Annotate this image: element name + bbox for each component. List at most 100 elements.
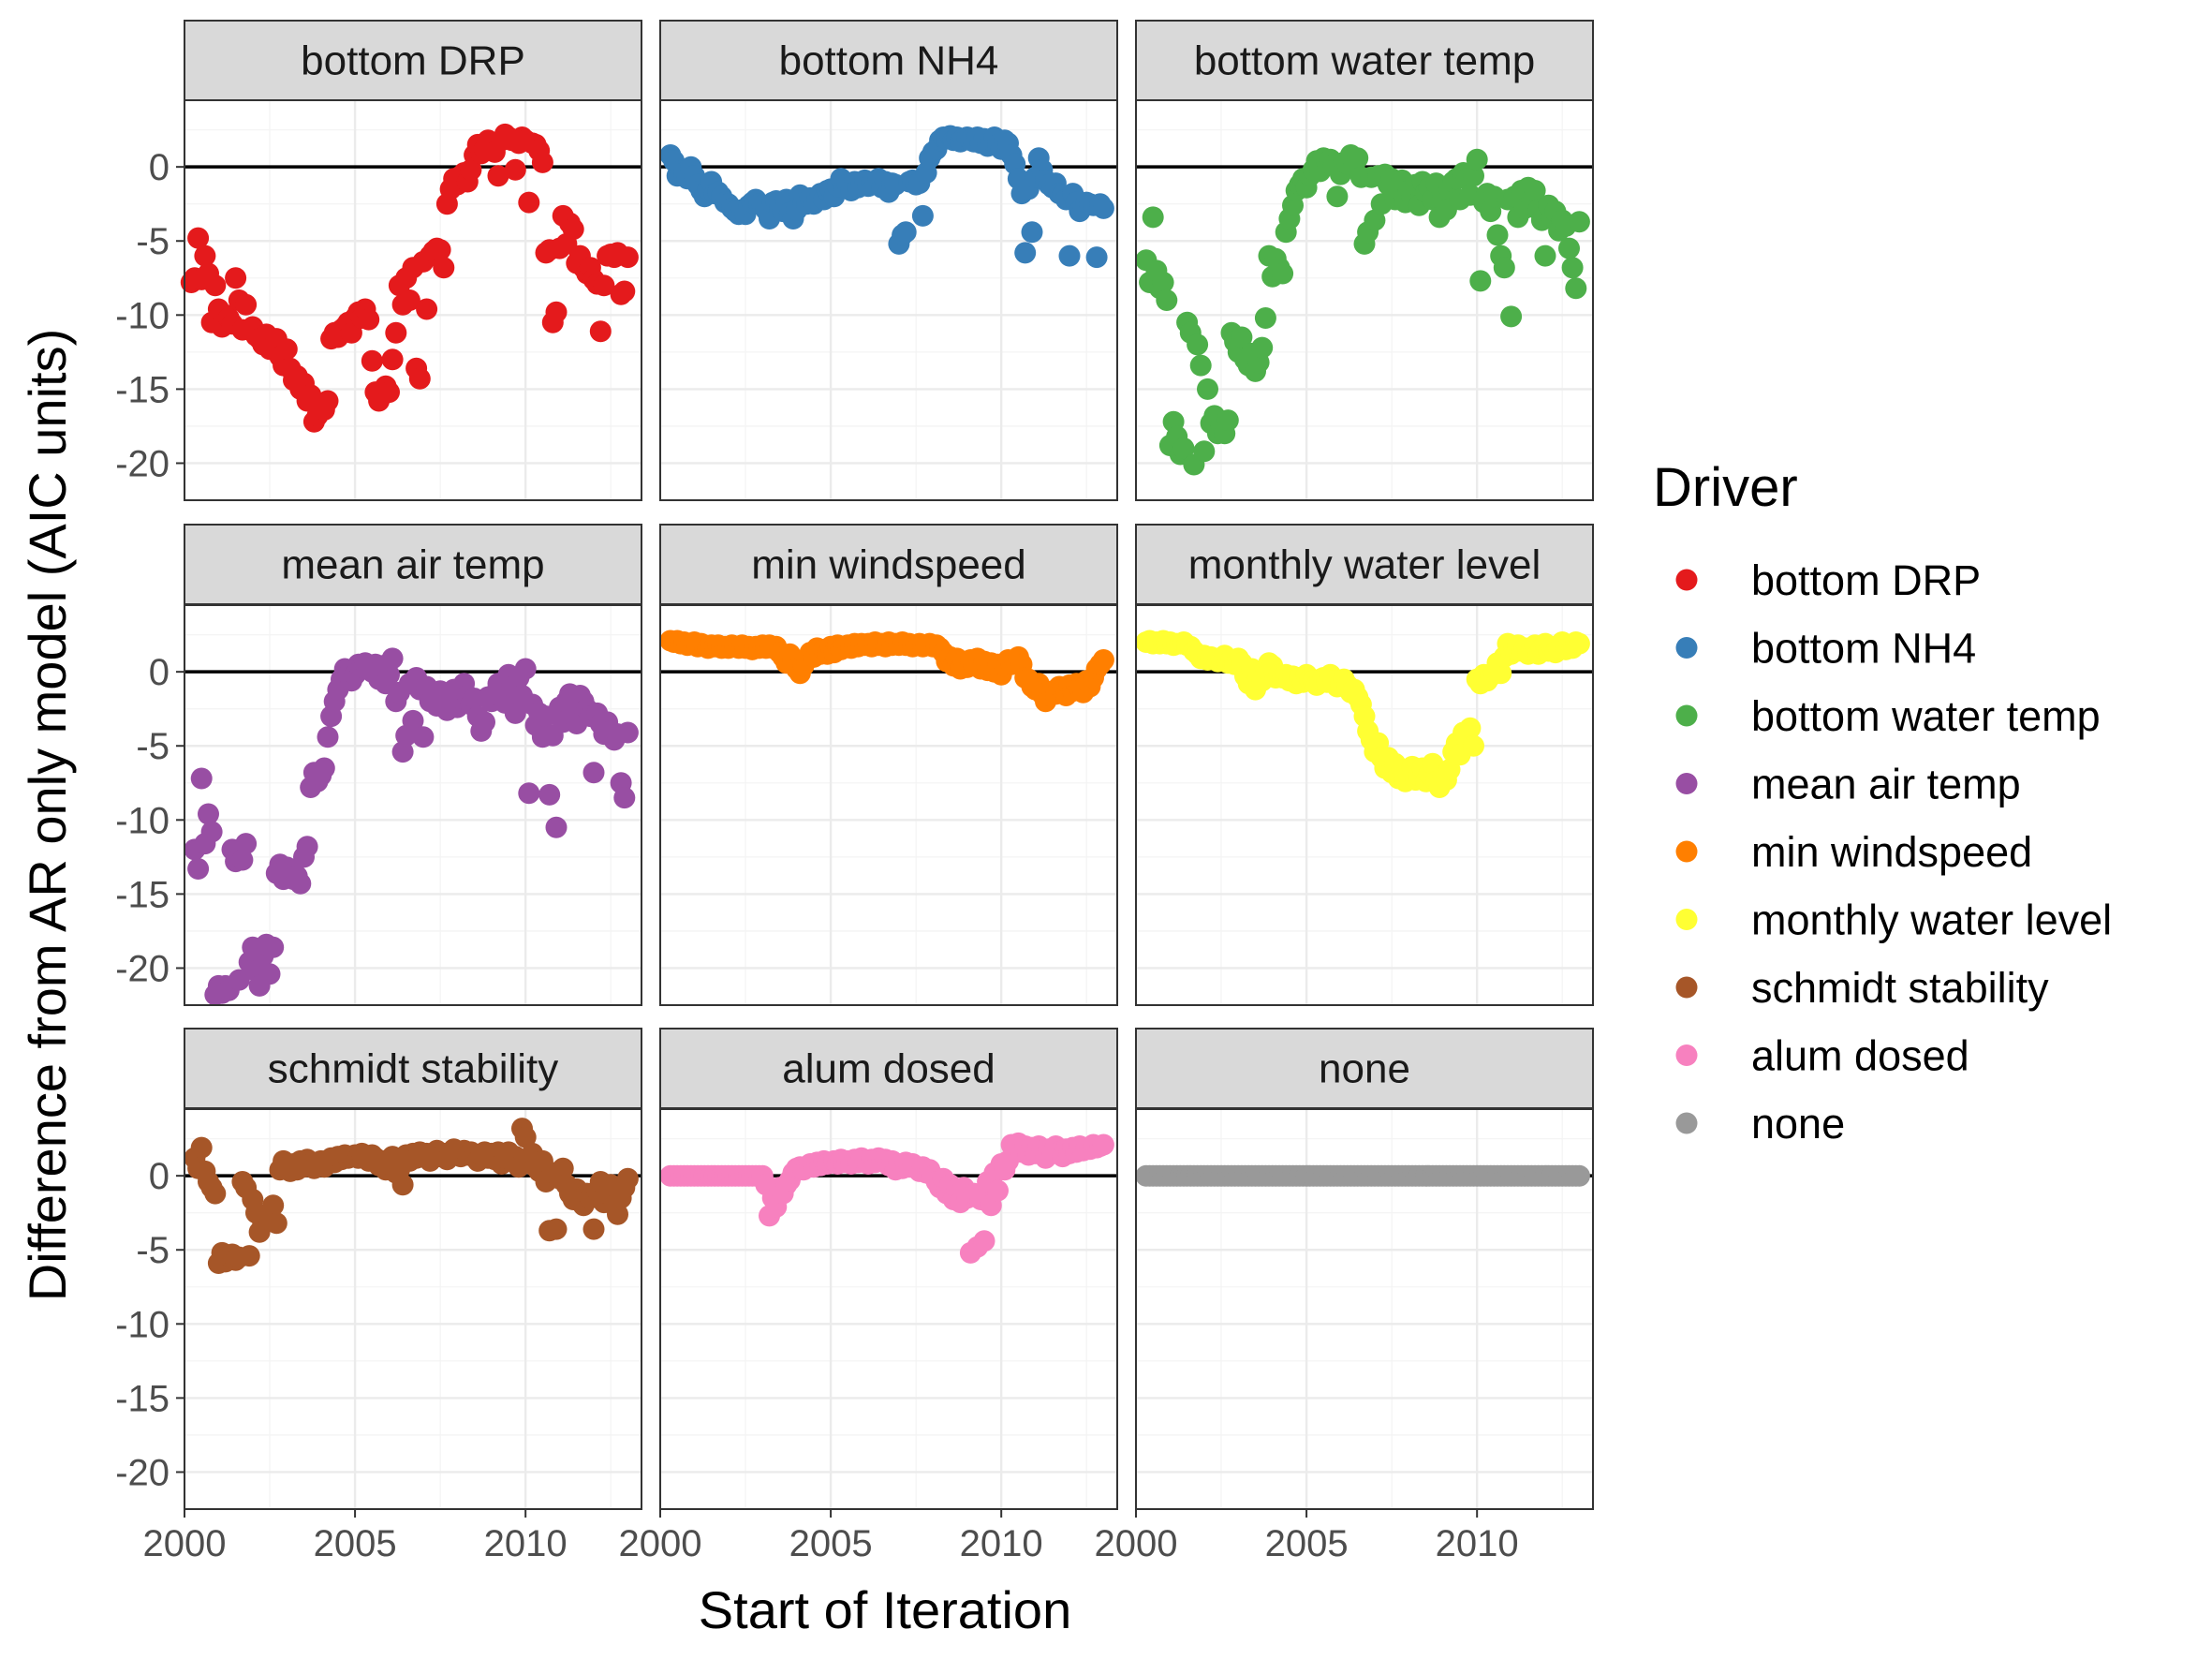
data-point xyxy=(412,726,435,748)
series-points-alum-dosed xyxy=(659,1132,1114,1264)
data-point xyxy=(1187,333,1209,356)
facet-strip-label: bottom water temp xyxy=(1194,38,1535,84)
data-point xyxy=(391,1174,414,1196)
facet-strip xyxy=(184,20,642,101)
legend-key-marker xyxy=(1675,569,1698,591)
data-point xyxy=(231,849,254,871)
facet-strip xyxy=(659,524,1118,605)
facet-panel-none: none xyxy=(1134,1028,1594,1510)
series-points-bottom-drp xyxy=(180,123,639,433)
data-point xyxy=(487,165,509,187)
legend-key-marker xyxy=(1675,1112,1698,1134)
data-point xyxy=(538,783,561,806)
data-point xyxy=(265,1212,288,1235)
data-point xyxy=(1534,244,1556,267)
legend-entry: bottom DRP xyxy=(1675,556,1981,604)
legend-key-marker xyxy=(1675,840,1698,863)
x-tick-label: 2010 xyxy=(1436,1523,1519,1564)
data-point xyxy=(275,338,298,361)
data-point xyxy=(1463,165,1484,187)
y-tick-label: -20 xyxy=(115,1452,170,1493)
data-point xyxy=(1486,224,1509,246)
legend-entry-label: mean air temp xyxy=(1751,761,2021,808)
data-point xyxy=(204,274,227,297)
data-point xyxy=(398,289,420,311)
y-tick-label: -15 xyxy=(115,369,170,410)
data-point xyxy=(1014,242,1037,264)
data-point xyxy=(973,1230,995,1252)
data-point xyxy=(1459,717,1482,739)
data-point xyxy=(1558,237,1580,259)
data-point xyxy=(225,267,247,289)
facet-strip xyxy=(1135,524,1594,605)
data-point xyxy=(1172,437,1195,460)
facet-strip-label: schmidt stability xyxy=(268,1046,559,1092)
facet-strip xyxy=(184,1028,642,1109)
legend-entry-label: monthly water level xyxy=(1751,896,2112,944)
y-tick-label: -5 xyxy=(136,1230,170,1271)
data-point xyxy=(1189,354,1212,377)
legend-entry-label: alum dosed xyxy=(1751,1032,1969,1080)
data-point xyxy=(228,969,250,991)
data-point xyxy=(582,1218,605,1240)
data-point xyxy=(194,244,216,267)
data-point xyxy=(416,298,438,320)
facet-panel-mean-air-temp: mean air temp xyxy=(183,524,642,1006)
data-point xyxy=(381,647,404,670)
facet-strip xyxy=(1135,20,1594,101)
data-point xyxy=(1217,409,1239,432)
y-tick-label: -10 xyxy=(115,800,170,841)
data-point xyxy=(381,348,404,371)
data-point xyxy=(1058,244,1081,267)
y-tick-label: -10 xyxy=(115,295,170,336)
data-point xyxy=(911,204,934,227)
x-tick-label: 2005 xyxy=(314,1523,397,1564)
data-point xyxy=(593,274,615,297)
y-tick-label: -5 xyxy=(136,221,170,262)
facet-strip xyxy=(659,20,1118,101)
data-point xyxy=(589,320,612,343)
legend-key-marker xyxy=(1675,909,1698,930)
data-point xyxy=(1272,262,1294,285)
series-points-min-windspeed xyxy=(659,630,1114,713)
series-points-none xyxy=(1135,1164,1590,1187)
data-point xyxy=(402,709,424,732)
data-point xyxy=(391,741,414,763)
data-point xyxy=(1493,257,1515,279)
facet-panel-monthly-water-level: monthly water level xyxy=(1134,524,1594,1006)
data-point xyxy=(235,293,258,316)
data-point xyxy=(531,151,553,173)
data-point xyxy=(545,301,568,323)
facet-panel-schmidt-stability: schmidt stability xyxy=(183,1028,642,1510)
facet-strip xyxy=(659,1028,1118,1109)
data-point xyxy=(313,757,335,779)
y-tick-label: -15 xyxy=(115,1378,170,1419)
data-point xyxy=(616,1167,639,1190)
data-point xyxy=(607,1203,628,1225)
legend-key-marker xyxy=(1675,637,1698,659)
data-point xyxy=(1254,307,1276,329)
data-point xyxy=(504,158,526,181)
legend-entry-label: none xyxy=(1751,1100,1845,1148)
legend-entries: bottom DRP bottom NH4 bottom water temp mea… xyxy=(1675,556,2112,1148)
data-point xyxy=(258,963,281,985)
data-point xyxy=(613,787,636,809)
y-tick-label: -15 xyxy=(115,874,170,915)
data-point xyxy=(514,1126,537,1148)
x-tick-label: 2010 xyxy=(484,1523,568,1564)
facet-strip-label: min windspeed xyxy=(751,542,1026,588)
legend-entry: none xyxy=(1675,1100,1845,1148)
data-point xyxy=(545,1218,568,1240)
legend-key-marker xyxy=(1675,976,1698,999)
data-point xyxy=(238,1245,260,1267)
data-point xyxy=(616,721,639,744)
legend-key-marker xyxy=(1675,773,1698,794)
data-point xyxy=(1142,206,1164,229)
facet-panel-bottom-drp: bottom DRP xyxy=(180,20,642,501)
y-tick-label: 0 xyxy=(149,147,170,188)
series-points-schmidt-stability xyxy=(184,1118,639,1274)
axes-labels: 0 -5 -10 -15 -20 0 -5 -10 -15 -20 0 -5 -10 -15 -20 2000… xyxy=(115,147,1518,1564)
facet-panels: bottom DRP bottom NH4 bottom water temp mea… xyxy=(180,20,1594,1510)
data-point xyxy=(1152,272,1174,293)
